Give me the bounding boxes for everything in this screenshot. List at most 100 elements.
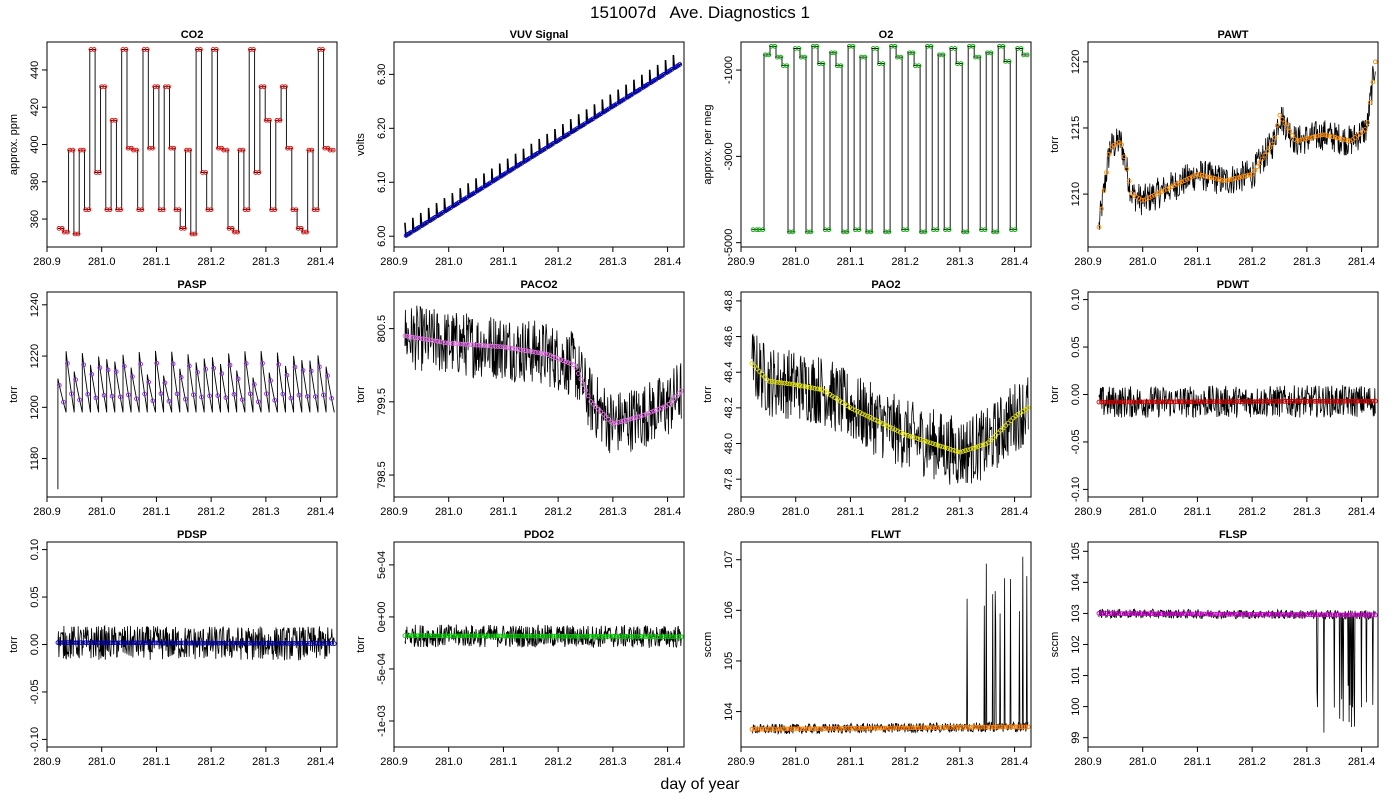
- data-point: [1279, 612, 1285, 617]
- data-point: [1372, 612, 1378, 618]
- data-point: [1179, 399, 1185, 405]
- data-point: [291, 641, 297, 646]
- data-point: [266, 640, 272, 646]
- data-point: [766, 52, 772, 58]
- data-point: [1184, 399, 1190, 405]
- y-tick-label: 800.5: [376, 315, 388, 343]
- panel-pdwt: PDWT -0.10 -0.05 0.00 0.05 0.10 torr 280.9 281.0…: [1049, 279, 1379, 518]
- data-point: [508, 345, 513, 351]
- data-point: [970, 724, 976, 730]
- data-point: [754, 366, 760, 372]
- data-point: [472, 633, 478, 639]
- data-point: [296, 641, 302, 646]
- data-point: [58, 640, 63, 645]
- x-tick-label: 281.2: [197, 506, 225, 518]
- data-point: [70, 147, 76, 153]
- data-point: [199, 394, 204, 400]
- data-point: [658, 405, 664, 411]
- data-point: [324, 641, 330, 646]
- data-point: [171, 640, 176, 646]
- data-point: [875, 725, 880, 731]
- data-point: [203, 640, 209, 646]
- data-point: [832, 50, 838, 56]
- series-line: [751, 333, 1029, 485]
- data-point: [254, 640, 259, 646]
- data-point: [1124, 399, 1129, 405]
- data-point: [1327, 612, 1333, 618]
- data-point: [653, 407, 659, 413]
- data-point: [150, 145, 155, 151]
- data-point: [998, 428, 1003, 433]
- data-point: [1174, 611, 1180, 617]
- data-point: [1292, 137, 1298, 142]
- data-point: [1229, 611, 1235, 617]
- data-point: [590, 401, 596, 407]
- data-point: [930, 441, 936, 446]
- y-tick-label: 6.20: [376, 118, 388, 139]
- data-point: [115, 207, 120, 213]
- data-point: [460, 633, 466, 639]
- data-point: [886, 229, 892, 235]
- data-point: [237, 147, 243, 153]
- data-point: [822, 726, 828, 731]
- data-point: [1212, 611, 1217, 617]
- data-point: [1335, 135, 1340, 141]
- data-point: [799, 383, 805, 389]
- data-point: [1310, 134, 1315, 140]
- data-point: [1264, 399, 1270, 404]
- data-point: [1106, 151, 1112, 157]
- data-point: [530, 349, 536, 355]
- data-point: [540, 351, 546, 356]
- data-point: [623, 417, 629, 423]
- data-point: [618, 634, 624, 639]
- y-tick-label: 48.2: [723, 397, 735, 418]
- data-point: [857, 410, 863, 415]
- data-point: [109, 117, 115, 123]
- x-tick-label: 281.1: [837, 256, 865, 268]
- data-point: [1317, 612, 1323, 618]
- data-point: [920, 437, 926, 443]
- data-point: [1335, 398, 1340, 404]
- data-point: [125, 145, 131, 151]
- data-point: [606, 634, 611, 639]
- data-point: [138, 361, 143, 367]
- data-point: [1362, 127, 1368, 132]
- x-tick-label: 281.3: [599, 506, 627, 518]
- x-tick-label: 281.3: [946, 756, 974, 768]
- data-point: [99, 84, 104, 90]
- data-point: [146, 640, 151, 646]
- data-point: [1169, 184, 1175, 190]
- data-point: [757, 726, 762, 732]
- y-tick-label: -5e-04: [376, 653, 388, 685]
- data-point: [538, 633, 543, 639]
- data-point: [553, 355, 559, 360]
- data-point: [778, 54, 784, 60]
- y-tick-label: 0.05: [29, 586, 41, 607]
- data-point: [1179, 611, 1185, 617]
- data-point: [242, 207, 248, 213]
- data-point: [450, 633, 456, 639]
- data-point: [191, 392, 196, 398]
- data-point: [1219, 177, 1225, 183]
- plot-frame: [740, 291, 1032, 498]
- data-point: [1274, 399, 1280, 404]
- data-point: [990, 435, 996, 441]
- data-point: [769, 379, 775, 384]
- data-point: [227, 362, 233, 368]
- data-point: [1239, 174, 1245, 180]
- data-point: [206, 640, 212, 646]
- data-point: [1000, 43, 1006, 49]
- data-point: [505, 633, 511, 639]
- data-point: [520, 633, 526, 639]
- y-axis-label: torr: [8, 386, 20, 403]
- data-point: [1352, 398, 1358, 404]
- data-point: [890, 725, 895, 731]
- data-point: [772, 726, 777, 732]
- data-point: [162, 380, 168, 386]
- data-point: [535, 350, 541, 356]
- data-point: [210, 47, 216, 52]
- y-tick-label: 105: [723, 652, 735, 670]
- data-point: [480, 633, 486, 639]
- data-point: [325, 373, 330, 379]
- data-point: [73, 640, 78, 646]
